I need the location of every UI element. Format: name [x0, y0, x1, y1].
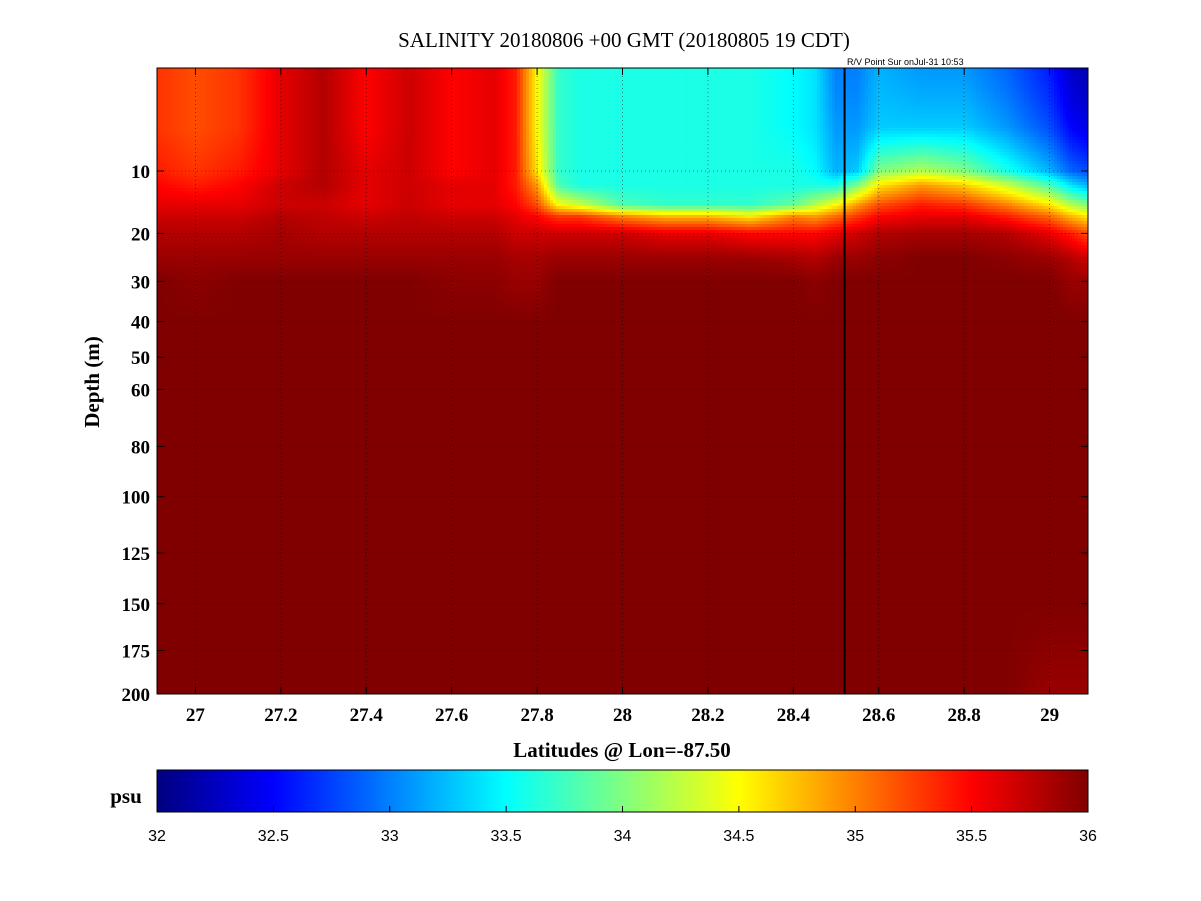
- cruise-annotation: R/V Point Sur onJul-31 10:53: [847, 57, 964, 67]
- salinity-heatmap: [157, 68, 1091, 696]
- chart-title: SALINITY 20180806 +00 GMT (20180805 19 C…: [398, 28, 850, 52]
- plot-area: [157, 68, 1091, 696]
